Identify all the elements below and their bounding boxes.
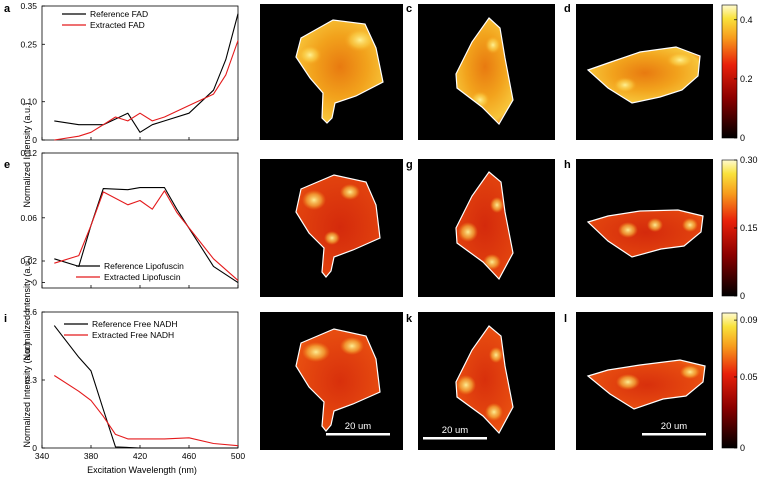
x-tick-label-i: 380 — [84, 451, 98, 461]
legend-label-a-1: Extracted FAD — [90, 20, 145, 30]
panel-letter-e: e — [4, 159, 10, 171]
y-axis-label-i: Normalized Intensity (a.u.) — [22, 342, 32, 447]
colorbar-row1: 0 0.2 0.4 — [721, 4, 753, 143]
panel-letter-h: h — [564, 159, 571, 171]
x-tick-label-i: 460 — [182, 451, 196, 461]
scale-bar-label-k: 20 um — [442, 425, 468, 436]
y-tick-label-e: 0.12 — [20, 148, 37, 158]
panel-letter-k: k — [406, 313, 413, 325]
chart-lipofuscin: 0 0.02 0.06 0.12 Reference LipofuscinExtract… — [20, 148, 239, 289]
y-tick-label-a: 0 — [32, 135, 37, 145]
x-tick-label-i: 500 — [231, 451, 245, 461]
panel-letter-i: i — [4, 313, 7, 325]
scale-bar-l: 20 um — [642, 421, 706, 436]
y-tick-label-e: 0 — [32, 278, 37, 288]
colorbar-tick-label: 0.2 — [740, 74, 753, 84]
colorbar-row2: 0 0.15 0.30 — [721, 155, 758, 301]
colorbar-tick-label: 0 — [740, 133, 745, 143]
x-tick-label-i: 340 — [35, 451, 49, 461]
colorbar-tick-label: 0 — [740, 291, 745, 301]
series-line-a-reference — [54, 13, 239, 133]
colorbar-fill-row3 — [721, 312, 738, 449]
colorbar-ticks-row2: 0 0.15 0.30 — [734, 155, 758, 301]
series-line-e-extracted — [54, 190, 239, 281]
y-tick-label-i: 0.3 — [25, 375, 37, 385]
legend-label-i-0: Reference Free NADH — [92, 319, 178, 329]
chart-free-nadh: 0 0.3 0.6 340 380 420 460 500 Reference Free NAD… — [25, 307, 245, 461]
panel-letter-g: g — [406, 159, 413, 171]
legend-label-a-0: Reference FAD — [90, 9, 148, 19]
colorbar-ticks-row1: 0 0.2 0.4 — [734, 15, 753, 143]
panel-letter-d: d — [564, 3, 571, 15]
legend-label-i-1: Extracted Free NADH — [92, 330, 174, 340]
y-tick-label-i: 0 — [32, 443, 37, 453]
colorbar-tick-label: 0.05 — [740, 372, 758, 382]
y-tick-label-a: 0.35 — [20, 1, 37, 11]
y-axis-label-e: Normalized Intensity (a.u.) — [22, 255, 32, 360]
series-line-i-reference — [53, 325, 238, 449]
colorbar-row3: 0 0.05 0.09 — [721, 312, 758, 453]
legend-label-e-1: Extracted Lipofuscin — [104, 272, 181, 282]
scale-bar-line-j — [326, 433, 390, 436]
y-tick-label-e: 0.06 — [20, 213, 37, 223]
colorbar-tick-label: 0.15 — [740, 223, 758, 233]
scale-bar-label-j: 20 um — [345, 421, 371, 432]
y-tick-label-a: 0.25 — [20, 39, 37, 49]
colorbar-tick-label: 0 — [740, 443, 745, 453]
colorbar-tick-label: 0.09 — [740, 315, 758, 325]
series-line-a-extracted — [54, 40, 239, 141]
y-tick-label-i: 0.6 — [25, 307, 37, 317]
series-line-i-extracted — [54, 375, 239, 447]
scale-bar-j: 20 um — [326, 421, 390, 436]
scale-bar-k: 20 um — [423, 425, 487, 440]
colorbar-tick-label: 0.4 — [740, 15, 753, 25]
scale-bar-line-l — [642, 433, 706, 436]
x-tick-label-i: 420 — [133, 451, 147, 461]
colorbar-fill-row1 — [721, 4, 738, 139]
panel-letter-c: c — [406, 3, 412, 15]
legend-label-e-0: Reference Lipofuscin — [104, 261, 184, 271]
y-tick-label-a: 0.10 — [20, 97, 37, 107]
scale-bar-line-k — [423, 437, 487, 440]
panel-letter-l: l — [564, 313, 567, 325]
y-tick-label-e: 0.02 — [20, 256, 37, 266]
x-axis-label: Excitation Wavelength (nm) — [87, 465, 197, 475]
colorbar-tick-label: 0.30 — [740, 155, 758, 165]
y-axis-label-a: Normalized Intensity (a.u.) — [22, 102, 32, 207]
colorbar-ticks-row3: 0 0.05 0.09 — [734, 315, 758, 453]
scale-bar-label-l: 20 um — [661, 421, 687, 432]
panel-letter-a: a — [4, 3, 11, 15]
